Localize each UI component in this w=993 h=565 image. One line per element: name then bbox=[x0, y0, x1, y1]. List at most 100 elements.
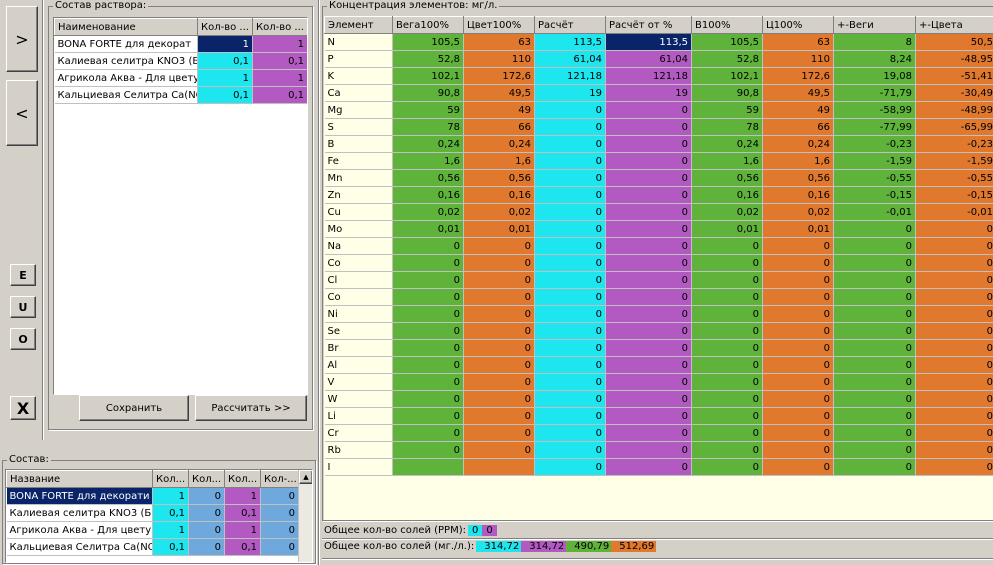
conc-cell-calc[interactable]: 0 bbox=[534, 322, 606, 340]
conc-row[interactable]: Mo 0,01 0,01 0 0 0,01 0,01 0 0 bbox=[324, 220, 993, 238]
solution-row[interactable]: Калиевая селитра KNO3 (Б 0,1 0,1 bbox=[54, 52, 307, 70]
composition-col-2[interactable]: Кол... bbox=[188, 470, 225, 488]
conc-cell-b100[interactable]: 0 bbox=[691, 254, 763, 272]
conc-cell-b100[interactable]: 0 bbox=[691, 424, 763, 442]
conc-cell-calc[interactable]: 0 bbox=[534, 254, 606, 272]
composition-row[interactable]: BONA FORTE для декорати 1 0 1 0 bbox=[6, 487, 299, 505]
u-button[interactable]: U bbox=[10, 296, 36, 318]
scroll-up-icon[interactable]: ▲ bbox=[299, 470, 312, 484]
close-button[interactable]: X bbox=[10, 396, 36, 420]
conc-cell-element[interactable]: Cr bbox=[324, 424, 393, 442]
conc-cell-b100[interactable]: 90,8 bbox=[691, 84, 763, 102]
composition-cell-4[interactable]: 0 bbox=[260, 504, 299, 522]
conc-cell-b100[interactable]: 0,02 bbox=[691, 203, 763, 221]
conc-cell-calc[interactable]: 0 bbox=[534, 305, 606, 323]
conc-cell-ts100[interactable]: 0 bbox=[762, 390, 834, 408]
conc-cell-b100[interactable]: 0 bbox=[691, 288, 763, 306]
o-button[interactable]: O bbox=[10, 328, 36, 350]
conc-cell-tsvet[interactable]: 0,02 bbox=[463, 203, 535, 221]
conc-cell-element[interactable]: Co bbox=[324, 254, 393, 272]
conc-cell-element[interactable]: K bbox=[324, 67, 393, 85]
conc-cell-calc-pct[interactable]: 0 bbox=[605, 441, 692, 459]
conc-cell-calc-pct[interactable]: 0 bbox=[605, 118, 692, 136]
conc-cell-vega[interactable]: 0 bbox=[392, 305, 464, 323]
conc-cell-b100[interactable]: 0,24 bbox=[691, 135, 763, 153]
composition-cell-1[interactable]: 1 bbox=[152, 521, 189, 539]
conc-cell-vega[interactable]: 0 bbox=[392, 339, 464, 357]
solution-cell-qty2[interactable]: 1 bbox=[252, 35, 307, 53]
conc-cell-diff-vega[interactable]: 0 bbox=[833, 254, 916, 272]
conc-cell-diff-tsvet[interactable]: -0,15 bbox=[915, 186, 993, 204]
conc-row[interactable]: Se 0 0 0 0 0 0 0 0 bbox=[324, 322, 993, 340]
conc-col-tsvet[interactable]: Цвет100% bbox=[463, 16, 535, 34]
conc-cell-calc[interactable]: 0 bbox=[534, 407, 606, 425]
conc-cell-tsvet[interactable]: 0 bbox=[463, 441, 535, 459]
conc-cell-b100[interactable]: 0,01 bbox=[691, 220, 763, 238]
conc-cell-calc-pct[interactable]: 0 bbox=[605, 169, 692, 187]
conc-cell-element[interactable]: Co bbox=[324, 288, 393, 306]
conc-cell-tsvet[interactable]: 0,01 bbox=[463, 220, 535, 238]
conc-cell-diff-vega[interactable]: 0 bbox=[833, 373, 916, 391]
composition-cell-name[interactable]: Кальциевая Селитра Ca(NO bbox=[6, 538, 153, 556]
conc-row[interactable]: Cl 0 0 0 0 0 0 0 0 bbox=[324, 271, 993, 289]
conc-cell-tsvet[interactable]: 0 bbox=[463, 322, 535, 340]
conc-col-calc-pct[interactable]: Расчёт от % bbox=[605, 16, 692, 34]
conc-cell-diff-tsvet[interactable]: 0 bbox=[915, 237, 993, 255]
conc-row[interactable]: Zn 0,16 0,16 0 0 0,16 0,16 -0,15 -0,15 bbox=[324, 186, 993, 204]
conc-row[interactable]: Ni 0 0 0 0 0 0 0 0 bbox=[324, 305, 993, 323]
conc-cell-ts100[interactable]: 0 bbox=[762, 458, 834, 476]
conc-cell-calc[interactable]: 121,18 bbox=[534, 67, 606, 85]
conc-cell-element[interactable]: I bbox=[324, 458, 393, 476]
conc-cell-calc-pct[interactable]: 0 bbox=[605, 322, 692, 340]
conc-cell-calc-pct[interactable]: 0 bbox=[605, 373, 692, 391]
conc-cell-ts100[interactable]: 172,6 bbox=[762, 67, 834, 85]
conc-row[interactable]: P 52,8 110 61,04 61,04 52,8 110 8,24 -48,95 bbox=[324, 50, 993, 68]
conc-cell-ts100[interactable]: 63 bbox=[762, 33, 834, 51]
conc-cell-tsvet[interactable] bbox=[463, 458, 535, 476]
conc-col-b100[interactable]: B100% bbox=[691, 16, 763, 34]
conc-cell-ts100[interactable]: 0,16 bbox=[762, 186, 834, 204]
conc-cell-ts100[interactable]: 110 bbox=[762, 50, 834, 68]
conc-cell-diff-vega[interactable]: 0 bbox=[833, 356, 916, 374]
composition-cell-4[interactable]: 0 bbox=[260, 538, 299, 556]
composition-col-3[interactable]: Кол... bbox=[224, 470, 261, 488]
conc-cell-calc-pct[interactable]: 0 bbox=[605, 356, 692, 374]
conc-cell-calc-pct[interactable]: 0 bbox=[605, 271, 692, 289]
solution-cell-qty2[interactable]: 0,1 bbox=[252, 52, 307, 70]
conc-cell-ts100[interactable]: 0 bbox=[762, 441, 834, 459]
next-button[interactable]: > bbox=[6, 6, 38, 72]
conc-cell-tsvet[interactable]: 0 bbox=[463, 424, 535, 442]
conc-cell-tsvet[interactable]: 49 bbox=[463, 101, 535, 119]
conc-col-diff-tsvet[interactable]: +-Цвета bbox=[915, 16, 993, 34]
conc-cell-diff-vega[interactable]: 0 bbox=[833, 237, 916, 255]
conc-cell-vega[interactable]: 1,6 bbox=[392, 152, 464, 170]
conc-cell-calc-pct[interactable]: 113,5 bbox=[605, 33, 692, 51]
conc-cell-ts100[interactable]: 0 bbox=[762, 271, 834, 289]
conc-cell-calc[interactable]: 0 bbox=[534, 118, 606, 136]
composition-row[interactable]: Кальциевая Селитра Ca(NO 0,1 0 0,1 0 bbox=[6, 538, 299, 556]
save-button[interactable]: Сохранить bbox=[79, 395, 189, 421]
conc-cell-element[interactable]: Se bbox=[324, 322, 393, 340]
conc-cell-diff-tsvet[interactable]: 0 bbox=[915, 373, 993, 391]
conc-row[interactable]: Co 0 0 0 0 0 0 0 0 bbox=[324, 254, 993, 272]
conc-row[interactable]: K 102,1 172,6 121,18 121,18 102,1 172,6 19,08 -5… bbox=[324, 67, 993, 85]
conc-col-calc[interactable]: Расчёт bbox=[534, 16, 606, 34]
conc-cell-element[interactable]: S bbox=[324, 118, 393, 136]
conc-cell-vega[interactable] bbox=[392, 458, 464, 476]
conc-cell-tsvet[interactable]: 0 bbox=[463, 271, 535, 289]
conc-cell-diff-vega[interactable]: -77,99 bbox=[833, 118, 916, 136]
conc-cell-ts100[interactable]: 0 bbox=[762, 356, 834, 374]
conc-cell-calc[interactable]: 113,5 bbox=[534, 33, 606, 51]
conc-cell-tsvet[interactable]: 0,56 bbox=[463, 169, 535, 187]
conc-cell-vega[interactable]: 105,5 bbox=[392, 33, 464, 51]
conc-cell-tsvet[interactable]: 0,16 bbox=[463, 186, 535, 204]
conc-cell-vega[interactable]: 0 bbox=[392, 356, 464, 374]
conc-cell-calc[interactable]: 0 bbox=[534, 135, 606, 153]
composition-cell-1[interactable]: 0,1 bbox=[152, 538, 189, 556]
composition-cell-name[interactable]: BONA FORTE для декорати bbox=[6, 487, 153, 505]
conc-cell-calc[interactable]: 0 bbox=[534, 169, 606, 187]
conc-cell-element[interactable]: Cu bbox=[324, 203, 393, 221]
composition-cell-name[interactable]: Агрикола Аква - Для цветущ bbox=[6, 521, 153, 539]
conc-cell-b100[interactable]: 0 bbox=[691, 441, 763, 459]
